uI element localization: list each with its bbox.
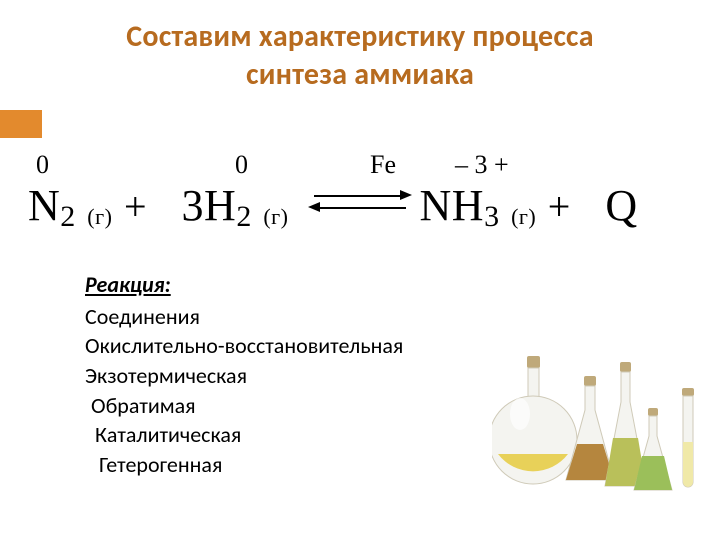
ox-catalyst: Fe bbox=[370, 150, 396, 180]
title-underline-bar bbox=[0, 109, 720, 137]
reaction-block: Реакция: Соединения Окислительно-восстан… bbox=[85, 270, 403, 480]
ox-nh3: – 3 + bbox=[455, 150, 509, 180]
flasks-illustration bbox=[492, 352, 702, 512]
reaction-item: Экзотермическая bbox=[85, 361, 403, 391]
eq-plus-1b: + bbox=[124, 184, 147, 229]
equation: N2 (г) + 3H2 (г) NH3 (г) + Q bbox=[28, 180, 700, 234]
eq-h: H bbox=[204, 181, 236, 230]
eq-spacer2 bbox=[582, 181, 605, 230]
eq-h-phase: (г) bbox=[263, 204, 288, 229]
eq-plus-2b: + bbox=[548, 184, 571, 229]
eq-n: N bbox=[28, 181, 60, 230]
eq-n-sub: 2 bbox=[60, 200, 76, 233]
reaction-item: Окислительно-восстановительная bbox=[85, 331, 403, 361]
accent-bar bbox=[0, 110, 42, 138]
reversible-arrow-icon bbox=[310, 190, 410, 214]
test-tube-icon bbox=[682, 388, 694, 487]
reaction-item: Соединения bbox=[85, 302, 403, 332]
slide-title: Составим характеристику процесса синтеза… bbox=[0, 18, 720, 93]
eq-nh-phase: (г) bbox=[511, 204, 536, 229]
eq-spacer bbox=[159, 181, 182, 230]
reaction-item: Обратимая bbox=[85, 391, 403, 421]
eq-h-sub: 2 bbox=[236, 200, 252, 233]
eq-coef3: 3 bbox=[182, 181, 205, 230]
eq-nh: NH bbox=[420, 181, 485, 230]
ox-h2: 0 bbox=[235, 150, 248, 180]
title-line-2: синтеза аммиака bbox=[246, 56, 474, 93]
oxidation-states-row: 0 0 Fe – 3 + bbox=[0, 150, 720, 184]
reaction-item: Каталитическая bbox=[85, 420, 403, 450]
eq-nh-sub: 3 bbox=[484, 200, 500, 233]
reaction-heading: Реакция: bbox=[85, 270, 403, 300]
reaction-item: Гетерогенная bbox=[85, 450, 403, 480]
reaction-list: Соединения Окислительно-восстановительна… bbox=[85, 302, 403, 480]
title-line-1: Составим характеристику процесса bbox=[126, 18, 593, 55]
round-flask-icon bbox=[492, 356, 577, 484]
ox-n2: 0 bbox=[36, 150, 49, 180]
eq-q: Q bbox=[605, 181, 637, 230]
eq-n-phase: (г) bbox=[87, 204, 112, 229]
